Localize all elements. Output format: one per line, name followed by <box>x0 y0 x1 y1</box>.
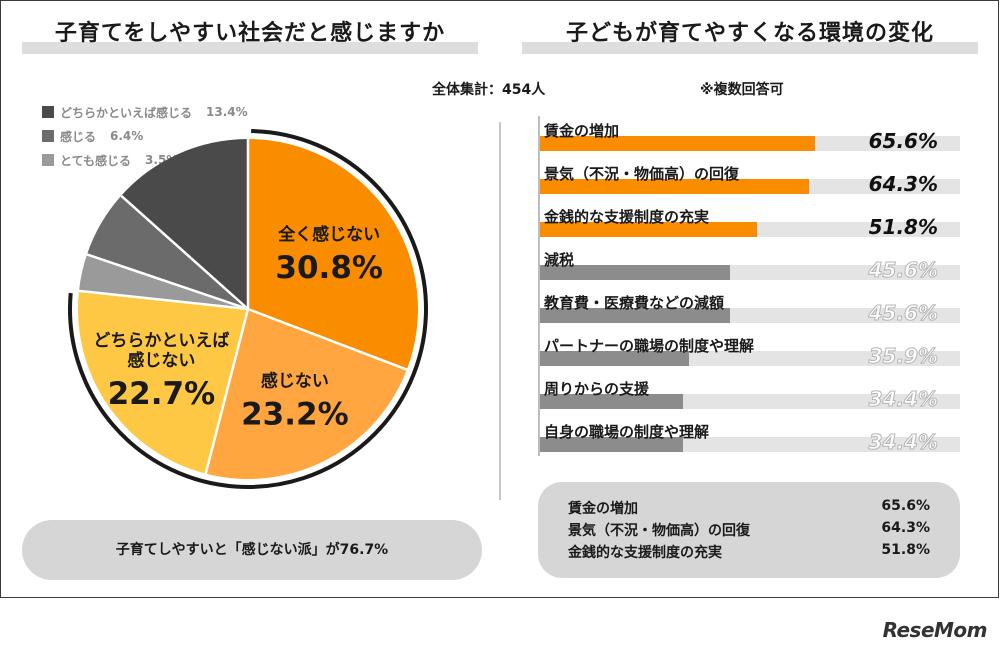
bar <box>538 394 684 409</box>
top3-row: 賃金の増加 65.6% <box>538 498 960 520</box>
pie-group-ring <box>68 129 428 489</box>
legend-swatch <box>42 106 54 118</box>
panel-divider <box>499 122 501 500</box>
legend-item: どちらかといえば感じる 13.4% <box>42 100 248 124</box>
bar <box>538 222 757 237</box>
title-underline-band <box>522 42 978 54</box>
bar-category-label: 金銭的な支援制度の充実 <box>544 208 710 226</box>
bar-row: 教育費・医療費などの減額 45.6% <box>538 284 960 327</box>
bar-row: 金銭的な支援制度の充実 51.8% <box>538 198 960 241</box>
pie-slice-label-group: 全く感じない 30.8% <box>275 224 383 286</box>
bar-row: 景気（不況・物価高）の回復 64.3% <box>538 155 960 198</box>
left-summary-box: 子育てしやすいと「感じない派」が76.7% <box>22 520 482 580</box>
pie-slice <box>86 195 248 309</box>
top3-row: 金銭的な支援制度の充実 51.8% <box>538 542 960 564</box>
bar-value-label: 65.6% <box>868 129 938 153</box>
legend-label: 感じる <box>60 129 97 144</box>
sample-size-label: 全体集計：454人 <box>432 82 546 98</box>
left-panel-title-block: 子育てをしやすい社会だと感じますか <box>22 14 478 54</box>
bar-value-label: 51.8% <box>868 215 938 239</box>
pie-separator <box>78 289 249 311</box>
pie-slice <box>121 139 248 309</box>
bar <box>538 351 690 366</box>
pie-slice-value: 30.8% <box>275 250 383 286</box>
bar-row: 減税 45.6% <box>538 241 960 284</box>
bar-track <box>538 351 960 366</box>
bar-row: 自身の職場の制度や理解 34.4% <box>538 413 960 456</box>
multiple-answer-note: ※複数回答可 <box>700 82 784 98</box>
right-panel-title-block: 子どもが育てやすくなる環境の変化 <box>522 14 978 54</box>
bar-value-label: 45.6% <box>868 258 938 283</box>
pie-separator <box>204 308 250 474</box>
bar-track <box>538 136 960 151</box>
bar-row: 周りからの支援 34.4% <box>538 370 960 413</box>
pie-slice-label: 感じない <box>261 371 329 392</box>
pie-separator <box>120 194 249 310</box>
pie-separator <box>86 253 249 311</box>
pie-slice-value: 22.7% <box>108 376 216 412</box>
left-panel-title: 子育てをしやすい社会だと感じますか <box>54 21 446 46</box>
top3-summary-box: 賃金の増加 65.6% 景気（不況・物価高）の回復 64.3% 金銭的な支援制度の充実 5… <box>538 482 960 578</box>
top3-value: 64.3% <box>881 520 930 536</box>
top3-label: 景気（不況・物価高）の回復 <box>568 523 750 539</box>
bar-category-label: 景気（不況・物価高）の回復 <box>544 165 740 183</box>
pie-slice-label: 感じない <box>127 350 195 371</box>
bar <box>538 437 684 452</box>
legend-label: どちらかといえば感じる <box>60 105 193 120</box>
pie-slice-label: どちらかといえば <box>93 331 229 351</box>
pie-slice-label-group: 感じない 23.2% <box>241 371 349 433</box>
legend-swatch <box>42 154 54 166</box>
pie-slice <box>78 290 248 474</box>
legend-label: とても感じる <box>60 153 132 168</box>
bar <box>538 308 731 323</box>
title-underline-band <box>22 42 478 54</box>
bar-row: パートナーの職場の制度や理解 35.9% <box>538 327 960 370</box>
top3-label: 金銭的な支援制度の充実 <box>568 545 722 561</box>
bar-chart: 賃金の増加 65.6% 景気（不況・物価高）の回復 64.3% 金銭的な支援制度の充実 5… <box>538 112 960 456</box>
bar <box>538 265 731 280</box>
bar-value-label: 64.3% <box>868 172 938 196</box>
left-summary-text: 子育てしやすいと「感じない派」が76.7% <box>115 542 389 558</box>
bar-category-label: パートナーの職場の制度や理解 <box>544 337 755 355</box>
bar <box>538 136 815 151</box>
bar-category-label: 賃金の増加 <box>544 122 620 140</box>
right-panel-title: 子どもが育てやすくなる環境の変化 <box>565 21 934 46</box>
legend-value: 13.4% <box>206 105 248 119</box>
pie-separator <box>247 307 408 371</box>
bar <box>538 179 810 194</box>
bar-category-label: 教育費・医療費などの減額 <box>544 294 725 312</box>
bar-category-label: 自身の職場の制度や理解 <box>544 423 710 441</box>
bar-track <box>538 265 960 280</box>
bar-track <box>538 222 960 237</box>
bar-track <box>538 308 960 323</box>
legend-item: 感じる 6.4% <box>42 124 248 148</box>
top3-row: 景気（不況・物価高）の回復 64.3% <box>538 520 960 542</box>
bar-track <box>538 394 960 409</box>
bar-axis <box>538 116 540 456</box>
top3-value: 51.8% <box>881 542 930 558</box>
bar-track <box>538 179 960 194</box>
pie-slice-value: 23.2% <box>241 397 349 433</box>
bar-value-label: 35.9% <box>868 344 938 369</box>
legend-swatch <box>42 130 54 142</box>
bar-value-label: 45.6% <box>868 301 938 326</box>
bar-value-label: 34.4% <box>868 430 938 455</box>
top3-label: 賃金の増加 <box>568 501 638 517</box>
bar-track <box>538 437 960 452</box>
bar-value-label: 34.4% <box>868 387 938 412</box>
top3-value: 65.6% <box>881 498 930 514</box>
pie-slice <box>248 139 418 370</box>
resemom-logo: ReseMom <box>882 618 988 642</box>
bar-category-label: 周りからの支援 <box>544 380 650 398</box>
pie-slice-label: 全く感じない <box>277 224 380 245</box>
bar-row: 賃金の増加 65.6% <box>538 112 960 155</box>
bar-category-label: 減税 <box>544 251 575 269</box>
legend-value: 6.4% <box>110 129 144 143</box>
